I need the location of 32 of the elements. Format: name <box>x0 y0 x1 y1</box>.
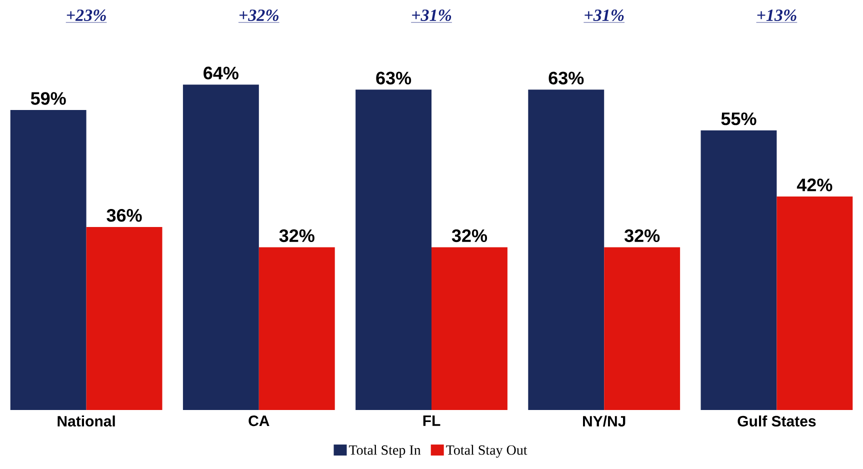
data-label: 64% <box>204 66 238 80</box>
bar <box>356 90 432 410</box>
x-tick-label: National <box>58 416 115 427</box>
x-tick-label: NY/NJ <box>583 416 626 427</box>
text: +31% <box>584 10 624 22</box>
data-label: 63% <box>548 72 584 84</box>
legend-label: Total Step In <box>348 444 421 458</box>
x-tick-label: FL <box>423 416 440 426</box>
text: +13% <box>757 10 796 22</box>
data-label: 55% <box>721 112 756 126</box>
text: +23% <box>66 10 106 22</box>
text: +32% <box>240 10 278 22</box>
bar <box>528 90 604 410</box>
bar <box>604 247 680 410</box>
data-label: 32% <box>279 229 314 242</box>
data-label: 32% <box>624 229 660 242</box>
data-label: 36% <box>106 208 142 222</box>
data-label: 59% <box>30 92 66 105</box>
bar <box>776 196 853 410</box>
bar <box>258 247 335 410</box>
data-label: 42% <box>796 178 832 192</box>
text: +31% <box>412 10 452 22</box>
bar <box>86 226 162 410</box>
legend-label: Total Stay Out <box>446 444 528 458</box>
x-tick-label: Gulf States <box>738 416 816 427</box>
data-label: 32% <box>452 229 488 242</box>
x-tick-label: CA <box>248 416 270 426</box>
bar <box>182 84 259 410</box>
data-label: 63% <box>376 72 412 84</box>
bar <box>432 247 508 410</box>
bar <box>700 130 777 410</box>
bar <box>10 110 86 410</box>
